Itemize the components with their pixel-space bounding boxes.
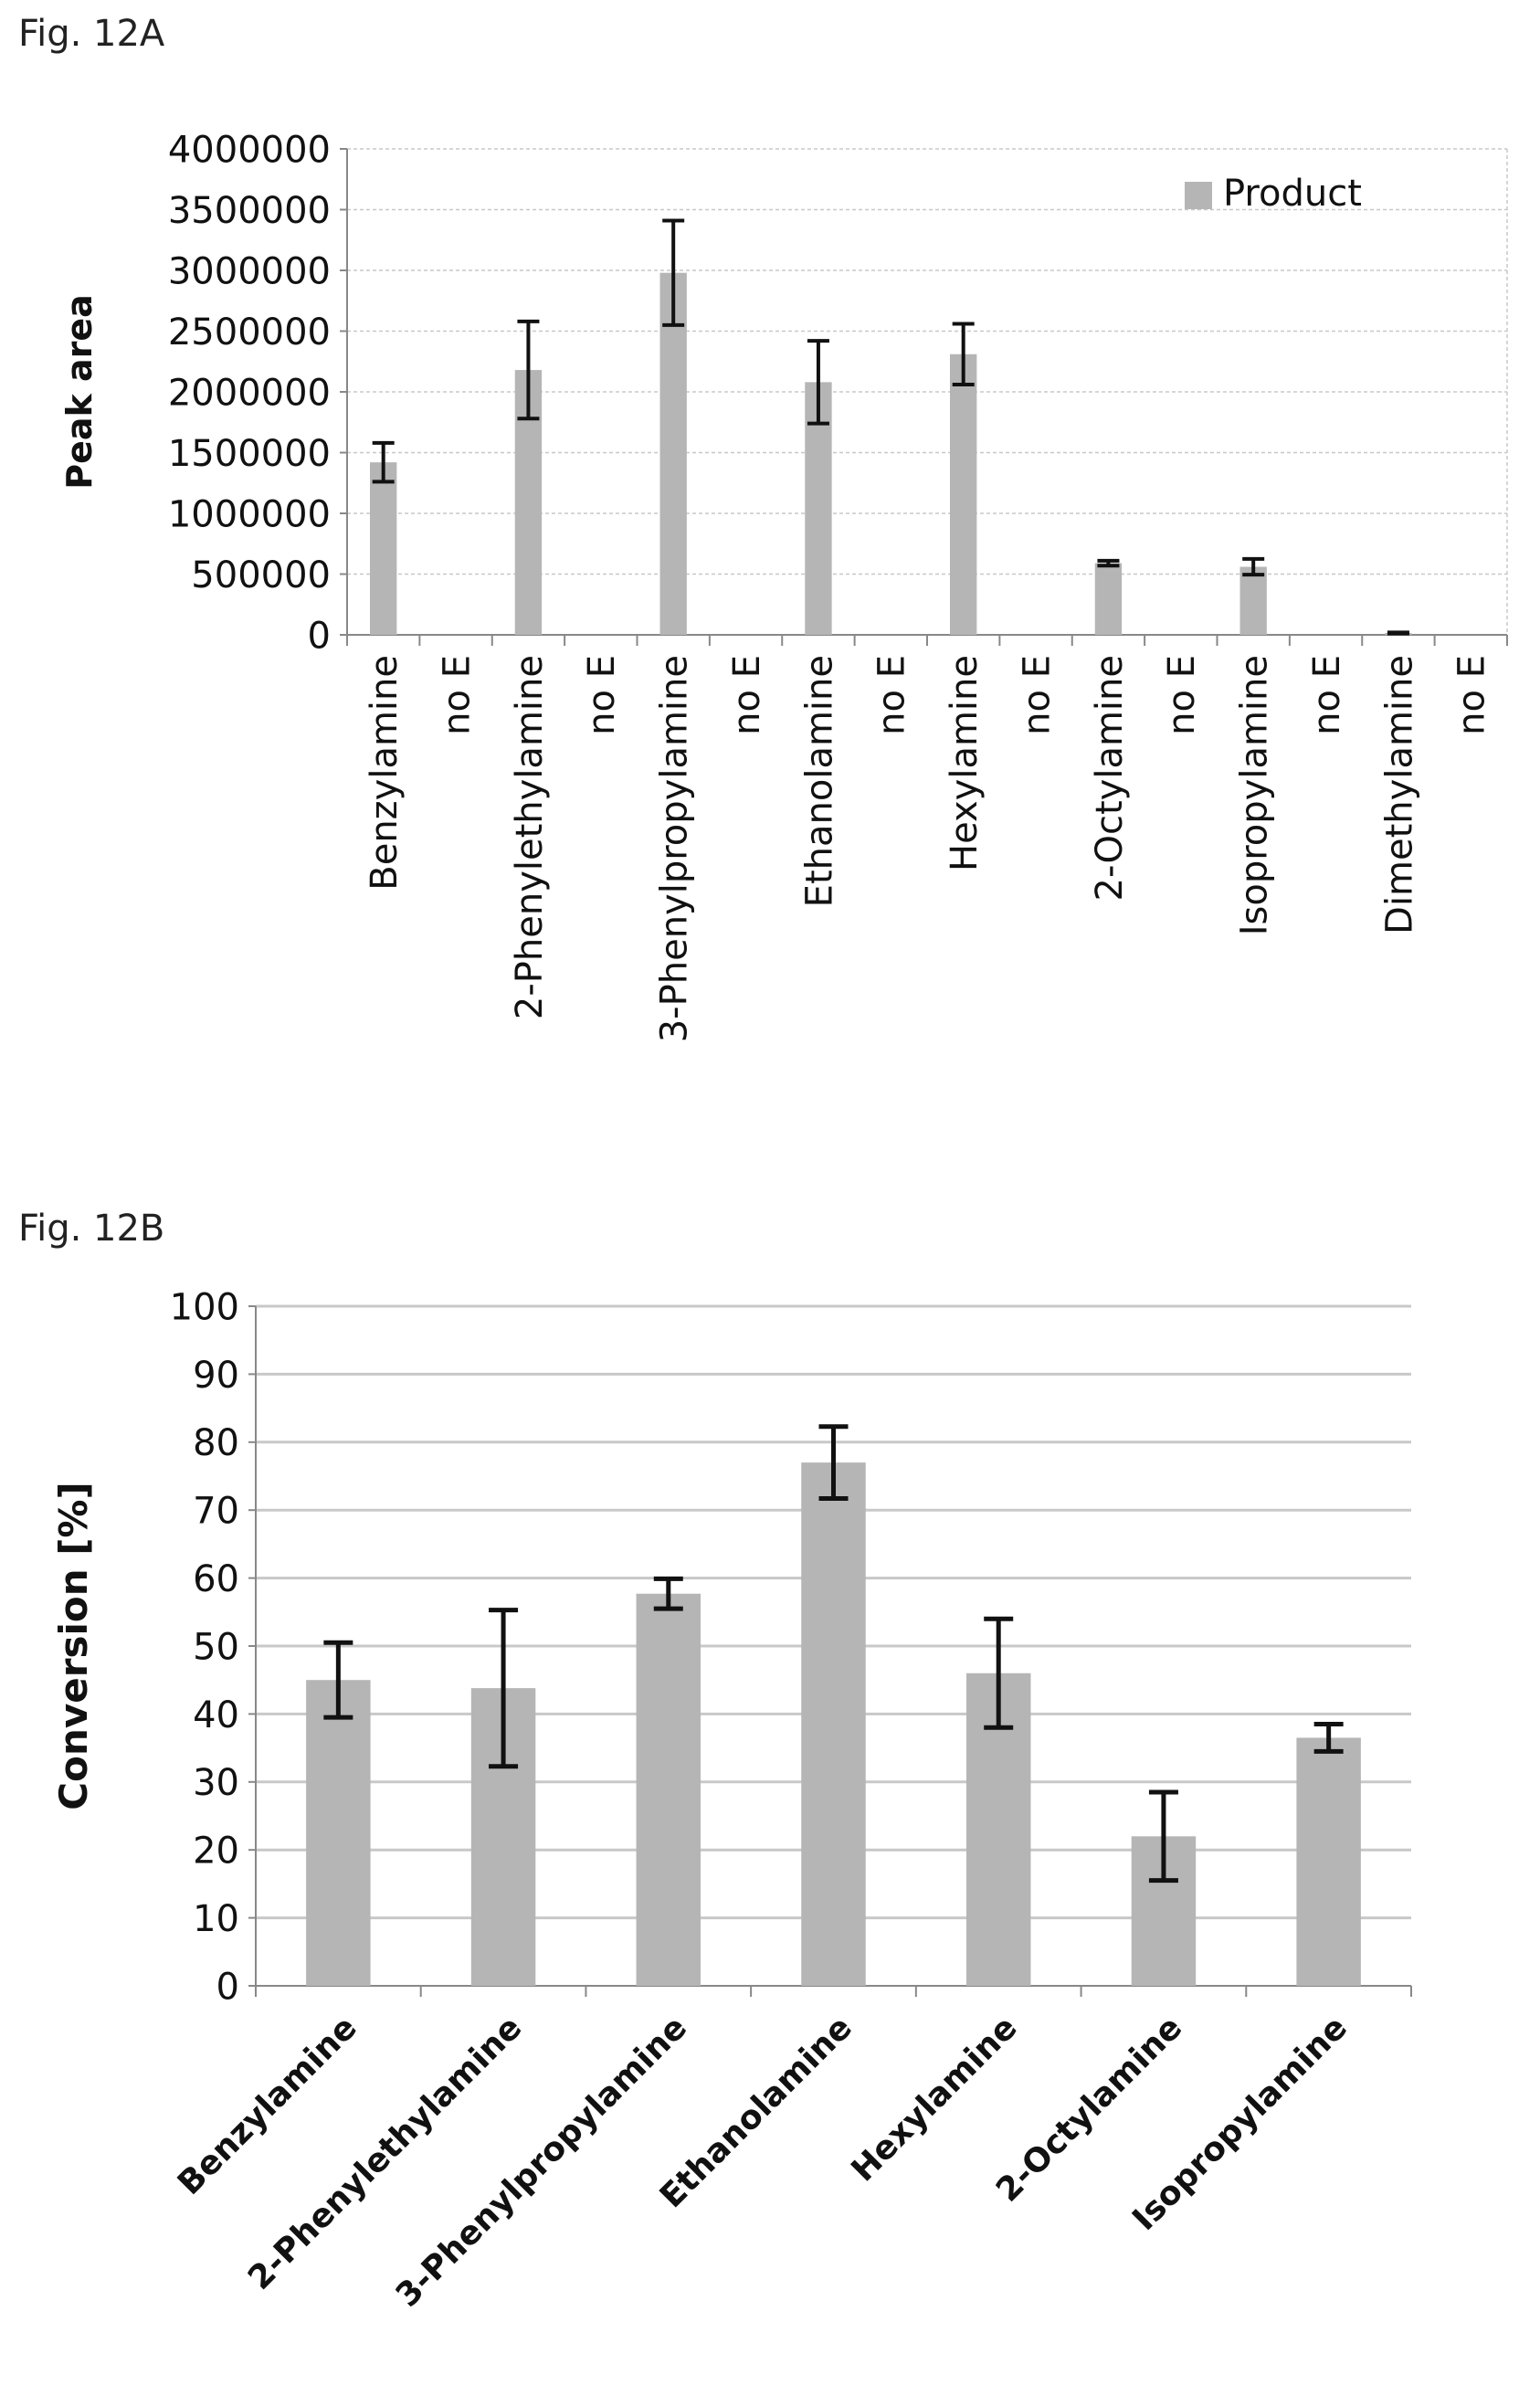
figure-a-label: Fig. 12A xyxy=(18,13,165,55)
category-label-13: no E xyxy=(1306,655,1348,735)
category-label-0: Benzylamine xyxy=(364,655,406,891)
y-tick-label: 70 xyxy=(193,1491,239,1533)
figure-b-label: Fig. 12B xyxy=(18,1208,165,1250)
category-label-12: Isopropylamine xyxy=(1234,655,1276,935)
bar-0 xyxy=(370,462,397,635)
conversion-bar-chart: 0 10 20 30 40 50 60 70 80 90 100 Conversion [%] Benz… xyxy=(51,1286,1412,2315)
category-label-14: Dimethylamine xyxy=(1378,655,1420,934)
bar-12 xyxy=(1239,566,1267,635)
bar-8 xyxy=(950,354,977,635)
y-tick-label: 4000000 xyxy=(168,129,331,171)
category-label-6: Ethanolamine xyxy=(798,655,840,907)
y-axis-title: Conversion [%] xyxy=(51,1482,96,1810)
bar-4 xyxy=(659,272,687,635)
category-label-10: 2-Octylamine xyxy=(1089,655,1131,902)
category-label-3: no E xyxy=(581,655,623,735)
y-tick-label: 2000000 xyxy=(168,372,331,414)
category-label-11: no E xyxy=(1161,655,1203,735)
y-tick-label: 1000000 xyxy=(168,493,331,535)
y-tick-label: 0 xyxy=(216,1966,239,2008)
category-label-2: 2-Phenylethylamine xyxy=(509,655,551,1019)
bar-6 xyxy=(1296,1737,1361,1986)
category-label-2: 3-Phenylpropylamine xyxy=(389,2009,694,2314)
category-label-4: Hexylamine xyxy=(844,2009,1024,2189)
legend-swatch xyxy=(1185,182,1212,209)
y-tick-label: 90 xyxy=(193,1355,239,1397)
y-tick-label: 10 xyxy=(193,1898,239,1940)
category-label-1: 2-Phenylethylamine xyxy=(241,2009,529,2296)
category-label-5: no E xyxy=(726,655,768,735)
y-tick-label: 3500000 xyxy=(168,190,331,232)
bar-10 xyxy=(1094,563,1123,635)
y-tick-label: 0 xyxy=(308,615,331,657)
y-tick-label: 500000 xyxy=(191,554,331,596)
y-tick-label: 100 xyxy=(170,1286,239,1328)
y-tick-label: 50 xyxy=(193,1626,239,1668)
category-label-9: no E xyxy=(1016,655,1058,735)
y-tick-label: 60 xyxy=(193,1558,239,1600)
y-tick-label: 20 xyxy=(193,1831,239,1873)
category-label-15: no E xyxy=(1451,655,1493,735)
y-tick-label: 3000000 xyxy=(168,250,331,292)
y-axis-title: Peak area xyxy=(59,294,100,490)
y-tick-label: 1500000 xyxy=(168,433,331,475)
category-label-8: Hexylamine xyxy=(944,655,986,871)
category-label-4: 3-Phenylpropylamine xyxy=(654,655,696,1042)
bar-0 xyxy=(306,1680,371,1986)
legend-label: Product xyxy=(1223,173,1362,215)
peak-area-bar-chart: 0 500000 1000000 1500000 2000000 2500000 30000… xyxy=(59,129,1508,1042)
y-tick-label: 30 xyxy=(193,1762,239,1804)
y-tick-label: 2500000 xyxy=(168,311,331,354)
category-label-1: no E xyxy=(436,655,478,735)
bar-2 xyxy=(636,1593,701,1986)
bar-3 xyxy=(801,1462,866,1986)
y-tick-label: 40 xyxy=(193,1694,239,1736)
category-label-0: Benzylamine xyxy=(171,2009,364,2202)
category-label-7: no E xyxy=(871,655,913,735)
y-tick-label: 80 xyxy=(193,1422,239,1464)
